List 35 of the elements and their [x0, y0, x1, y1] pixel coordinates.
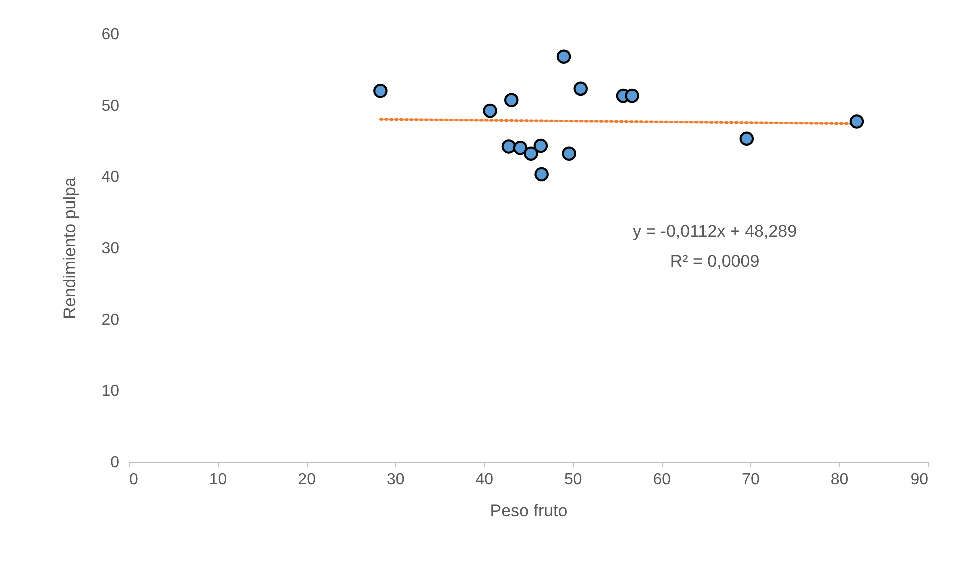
point — [625, 88, 640, 104]
x-tick-label: 70 — [742, 472, 760, 488]
point — [534, 167, 549, 182]
y-tick-label: 60 — [102, 26, 120, 44]
annotation: R² = 0,0009 — [670, 252, 760, 271]
point — [374, 84, 388, 98]
x-tick-label: 50 — [564, 472, 582, 488]
x-tick-label: 40 — [476, 472, 494, 488]
point — [556, 50, 572, 64]
point — [504, 93, 519, 108]
x-tick-label: 20 — [298, 472, 316, 488]
point — [534, 138, 548, 154]
point — [502, 140, 516, 154]
annotation: y = -0,0112x + 48,289 — [632, 222, 798, 241]
y-tick-label: 50 — [102, 98, 120, 115]
x-tick-label: 30 — [386, 472, 405, 488]
point — [740, 132, 754, 146]
x-tick-label: 90 — [910, 472, 929, 488]
y-tick-label: 0 — [110, 454, 120, 472]
x-axis-title: Peso fruto — [490, 502, 568, 520]
point — [850, 114, 864, 129]
y-axis-title: Rendimiento pulpa — [60, 177, 80, 320]
y-tick-label: 10 — [102, 383, 120, 400]
x-tick-label: 10 — [209, 472, 228, 488]
point — [524, 146, 538, 161]
x-tick-label: 60 — [653, 472, 672, 488]
y-tick-label: 30 — [102, 240, 120, 258]
y-tick-label: 20 — [102, 312, 120, 329]
x-tick-label: 0 — [130, 472, 138, 488]
point — [562, 146, 576, 161]
point — [574, 82, 588, 96]
y-tick-label: 40 — [102, 169, 120, 186]
point — [483, 104, 498, 118]
x-tick-label: 80 — [830, 472, 849, 488]
point — [513, 141, 528, 156]
